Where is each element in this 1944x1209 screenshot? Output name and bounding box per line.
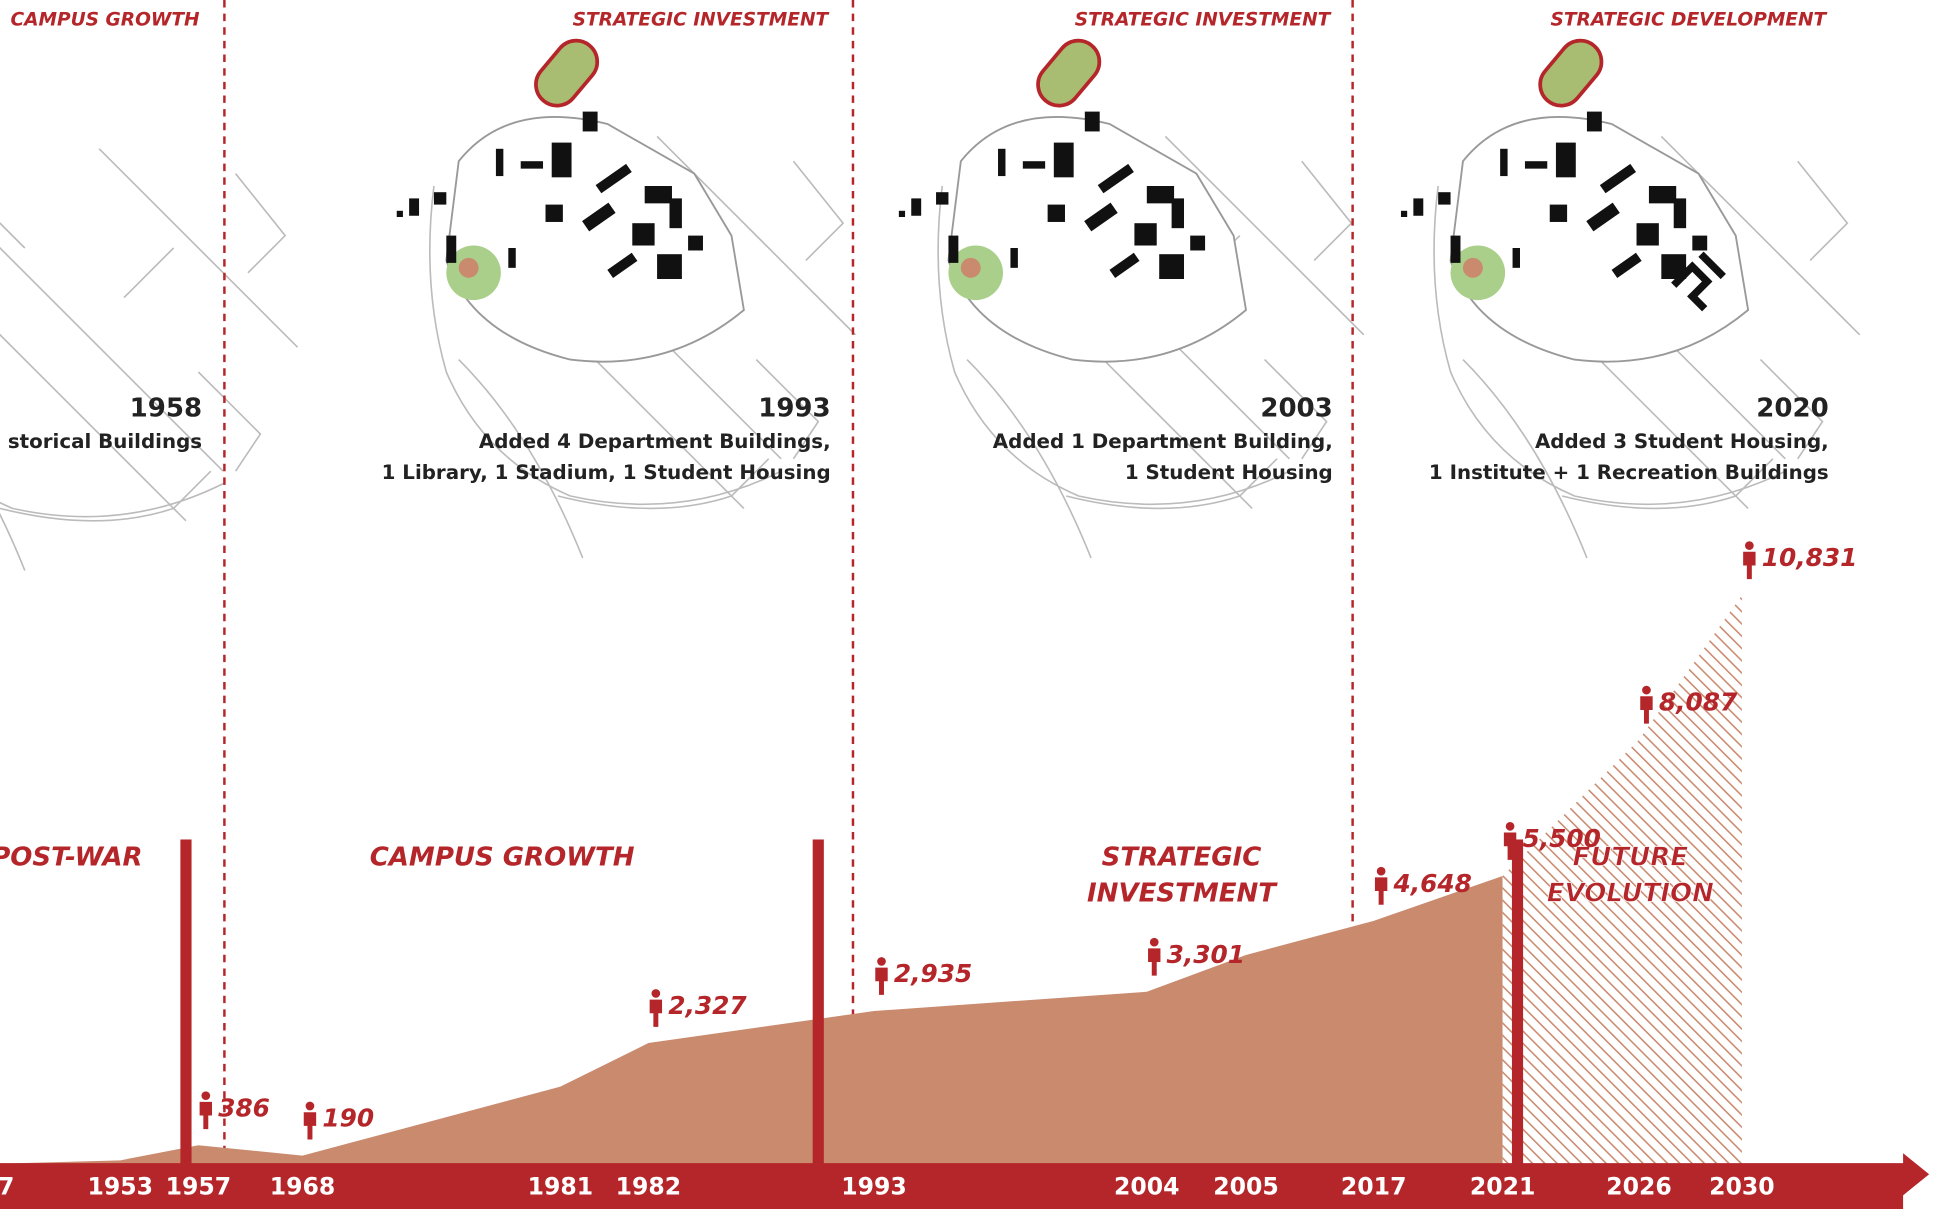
x-tick-label: 2030 — [1709, 1172, 1775, 1200]
person-icon — [303, 1101, 317, 1140]
icon-body — [1743, 551, 1756, 580]
icon-body — [649, 999, 663, 1027]
person-icon — [1148, 937, 1161, 976]
period-label: POST-WAR — [0, 843, 143, 873]
panel-description: 1 Student Housing — [1125, 461, 1333, 484]
icon-body — [199, 1101, 213, 1130]
panel-description: Added 4 Department Buildings, — [479, 430, 831, 453]
timeline-axis — [0, 1153, 1930, 1209]
person-icon — [1743, 541, 1756, 580]
value-label: 10,831 — [1762, 543, 1858, 572]
person-icon — [1374, 866, 1388, 905]
value-label: 4,648 — [1393, 869, 1472, 898]
period-label: STRATEGIC — [1102, 843, 1262, 873]
panel-tag: STRATEGIC DEVELOPMENT — [1550, 9, 1827, 30]
icon-head — [1376, 866, 1386, 876]
panel-tag: STRATEGIC INVESTMENT — [573, 9, 830, 30]
icon-body — [303, 1112, 317, 1140]
x-tick-label: 1953 — [87, 1172, 153, 1200]
panel-year: 2003 — [1260, 394, 1332, 424]
map-1 — [0, 147, 299, 572]
value-label: 2,935 — [894, 959, 972, 988]
icon-head — [1149, 937, 1159, 947]
panel-description: 1 Institute + 1 Recreation Buildings — [1429, 461, 1829, 484]
area — [0, 875, 1503, 1166]
period-bar — [180, 839, 192, 1166]
panel-tag: STRATEGIC INVESTMENT — [1075, 9, 1332, 30]
panel-description: Added 3 Student Housing, — [1535, 430, 1829, 453]
x-tick-label: 1957 — [166, 1172, 232, 1200]
panel-year: 1993 — [758, 394, 830, 424]
value-label: 3,301 — [1167, 940, 1245, 969]
value-label: 386 — [218, 1093, 270, 1122]
icon-head — [305, 1101, 315, 1111]
x-tick-label: 1982 — [616, 1172, 682, 1200]
icon-body — [1148, 948, 1161, 976]
panel-description: 1 Library, 1 Stadium, 1 Student Housing — [382, 461, 831, 484]
icon-body — [1640, 696, 1653, 724]
panel-description: Added 1 Department Building, — [993, 430, 1333, 453]
period-label: CAMPUS GROWTH — [370, 843, 635, 873]
period-label: INVESTMENT — [1087, 879, 1278, 909]
icon-head — [877, 957, 886, 966]
icon-head — [651, 989, 661, 998]
period-bar — [1511, 839, 1524, 1166]
area-projected — [1502, 595, 1742, 1166]
x-tick-label: 1993 — [841, 1172, 907, 1200]
person-icon — [1503, 822, 1517, 860]
icon-body — [1374, 877, 1388, 905]
value-label: 2,327 — [668, 991, 747, 1020]
x-tick-label: 2017 — [1341, 1172, 1407, 1200]
value-label: 5,500 — [1522, 824, 1600, 853]
icon-head — [1745, 541, 1754, 550]
person-icon — [649, 989, 663, 1027]
panel-description: storical Buildings — [8, 430, 202, 453]
person-icon — [875, 957, 888, 995]
icon-body — [875, 967, 888, 995]
person-icon — [199, 1091, 213, 1130]
period-bar — [812, 839, 824, 1166]
panel-year: 1958 — [130, 394, 202, 424]
value-label: 8,087 — [1659, 688, 1738, 717]
x-tick-label: 2005 — [1213, 1172, 1279, 1200]
person-icon — [1640, 685, 1653, 724]
panel-year: 2020 — [1756, 394, 1828, 424]
x-tick-label: 2026 — [1606, 1172, 1672, 1200]
icon-head — [201, 1091, 211, 1101]
x-tick-label: 1981 — [528, 1172, 594, 1200]
x-tick-label: 7 — [0, 1172, 14, 1200]
icon-body — [1503, 832, 1517, 860]
x-tick-label: 2021 — [1470, 1172, 1536, 1200]
panel-tag: CAMPUS GROWTH — [10, 9, 200, 30]
x-tick-label: 1968 — [270, 1172, 336, 1200]
icon-head — [1642, 685, 1651, 695]
period-label: EVOLUTION — [1547, 879, 1714, 909]
icon-head — [1505, 822, 1515, 831]
period-label: FUTURE — [1573, 843, 1689, 873]
x-tick-label: 2004 — [1114, 1172, 1180, 1200]
map-4 — [1399, 30, 1861, 559]
value-label: 190 — [322, 1104, 374, 1133]
